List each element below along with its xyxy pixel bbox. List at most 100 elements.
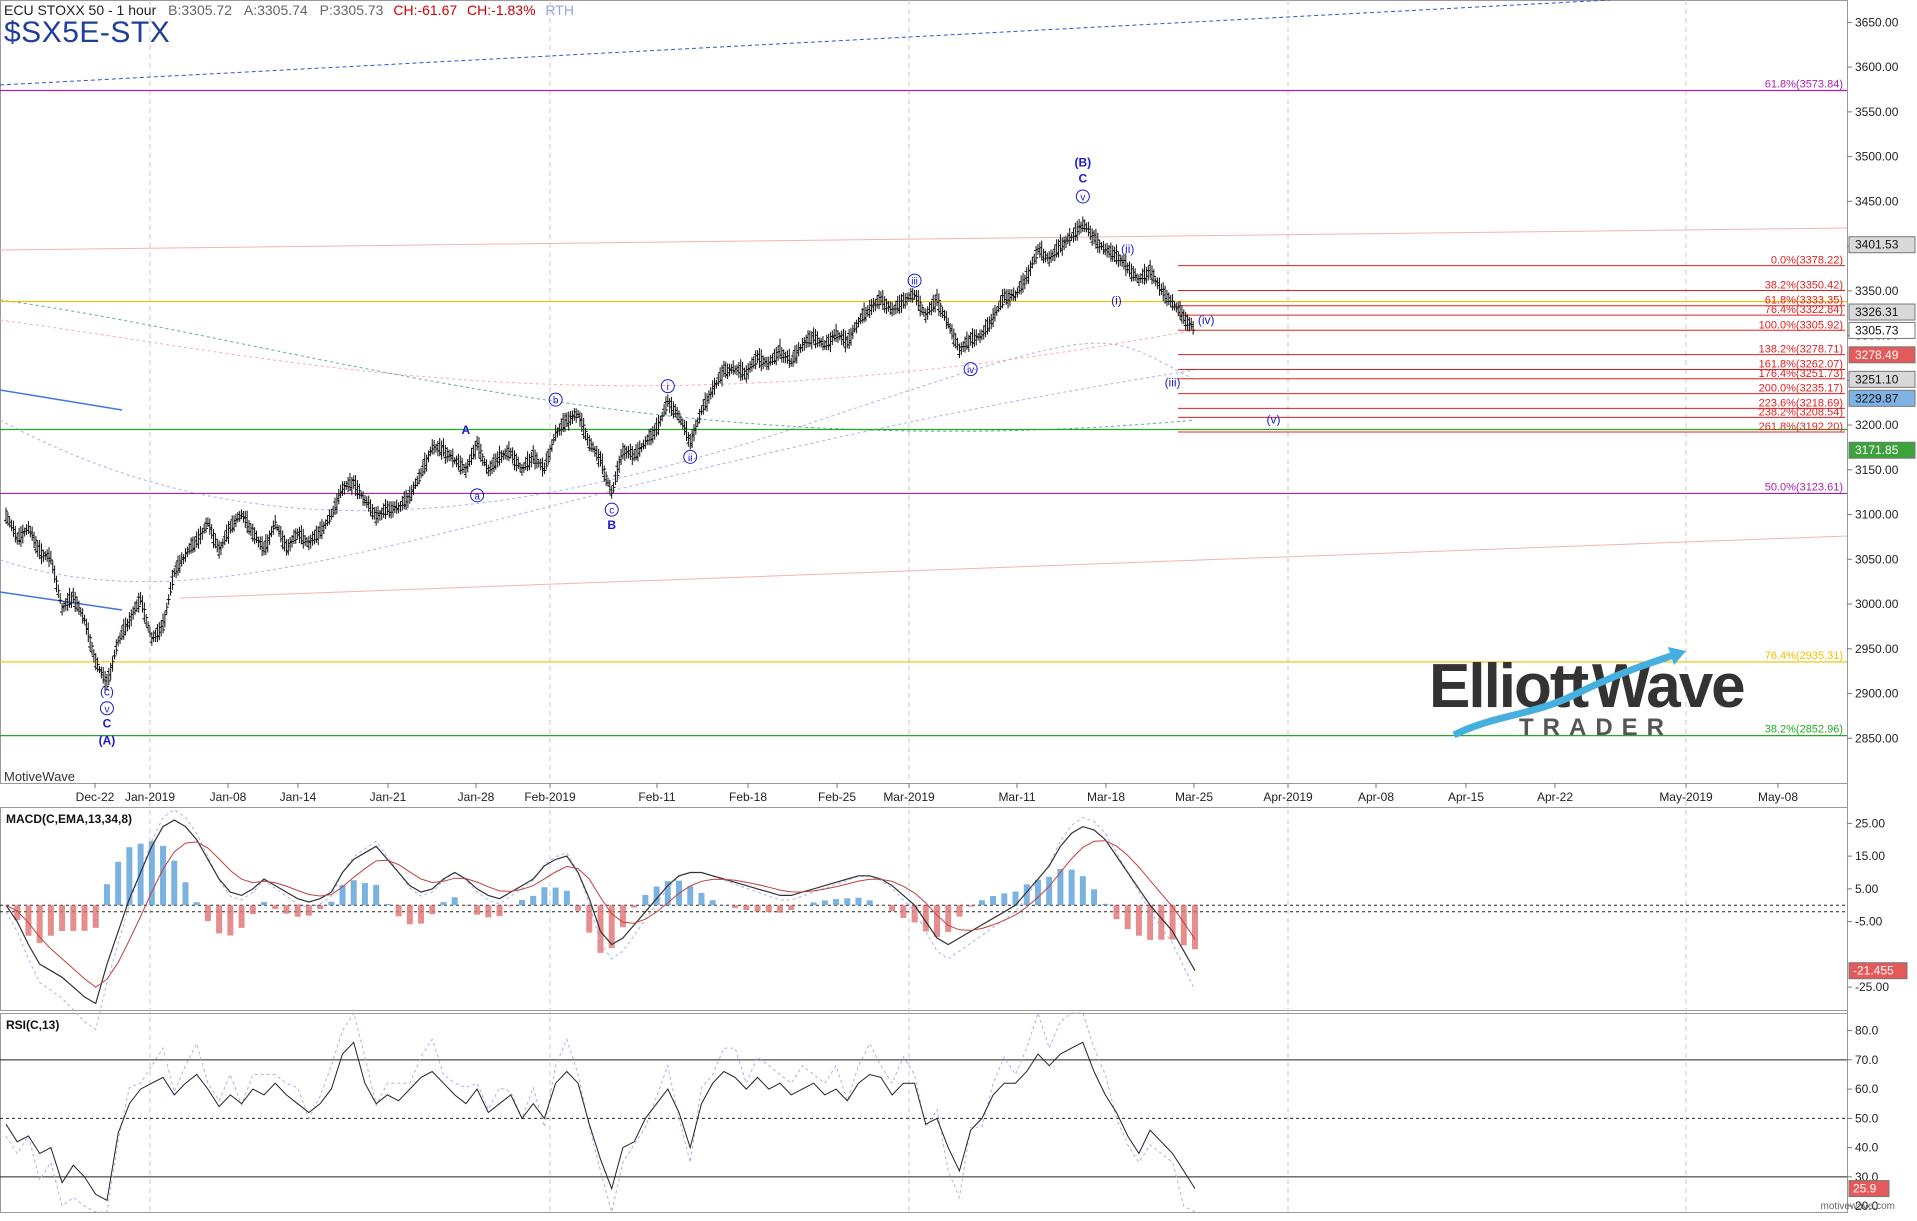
macd-histogram-bar: [564, 891, 570, 905]
x-tick-label: Mar-2019: [883, 790, 935, 804]
rsi-y-tick-label: 80.0: [1855, 1024, 1879, 1038]
macd-histogram-bar: [182, 882, 188, 905]
x-tick-label: Jan-08: [210, 790, 247, 804]
macd-histogram-bar: [440, 902, 446, 905]
price-badge: 3326.31: [1849, 304, 1915, 320]
platform-site: motivewave.com: [1821, 1201, 1895, 1212]
y-tick-label: 2850.00: [1855, 731, 1899, 745]
moving-average-green: [0, 300, 1195, 431]
macd-histogram-bar: [541, 887, 547, 905]
wave-label: (c): [100, 684, 114, 698]
macd-histogram-bar: [1046, 877, 1052, 905]
fib-level-label: 76.4%(2935.31): [1765, 650, 1843, 662]
price-badge-text: 3326.31: [1855, 305, 1899, 319]
x-tick-label: Apr-22: [1537, 790, 1573, 804]
fib-projection-label: 261.8%(3192.20): [1759, 421, 1843, 433]
macd-histogram-bar: [351, 880, 357, 905]
macd-y-tick-label: -25.00: [1855, 980, 1889, 994]
macd-histogram-bar: [407, 905, 413, 924]
wave-label: iii: [911, 277, 918, 288]
macd-histogram-bar: [900, 905, 906, 918]
macd-histogram-bar: [1147, 905, 1153, 940]
rsi-panel-frame: [1, 1014, 1848, 1213]
wave-label: (B): [1074, 155, 1091, 169]
macd-histogram-bar: [855, 898, 861, 906]
wave-label: A: [462, 423, 471, 437]
macd-y-tick-label: 25.00: [1855, 816, 1885, 830]
macd-histogram-bar: [272, 905, 278, 909]
x-tick-label: Mar-25: [1175, 790, 1213, 804]
x-tick-label: Mar-11: [998, 790, 1035, 804]
price-axis: 3650.003600.003550.003500.003450.003400.…: [1847, 15, 1915, 745]
macd-histogram-bar: [463, 905, 469, 906]
macd-histogram-bar: [474, 905, 480, 914]
macd-histogram-bar: [620, 905, 626, 927]
macd-histogram-bar: [844, 898, 850, 905]
macd-histogram-bar: [934, 905, 940, 937]
y-tick-label: 3350.00: [1855, 284, 1899, 298]
wave-label: b: [553, 396, 559, 407]
macd-histogram-bar: [216, 905, 222, 933]
macd-histogram-bar: [586, 905, 592, 932]
macd-histogram-bar: [766, 905, 772, 912]
rsi-panel: RSI(C,13)80.070.060.050.040.030.020.025.…: [0, 1013, 1889, 1213]
wave-label: ii: [688, 453, 692, 464]
wave-label: B: [607, 518, 616, 532]
y-tick-label: 3000.00: [1855, 597, 1899, 611]
price-bars: [4, 216, 1195, 690]
x-tick-label: Dec-22: [76, 790, 115, 804]
macd-histogram-bar: [317, 905, 323, 909]
macd-histogram-bar: [497, 905, 503, 916]
macd-histogram-bar: [519, 900, 525, 905]
macd-histogram-bar: [104, 884, 110, 905]
macd-histogram-bar: [1136, 905, 1142, 935]
macd-histogram-bar: [811, 902, 817, 905]
macd-histogram-bar: [373, 885, 379, 905]
wave-label: i: [667, 382, 669, 393]
price-badge: 3278.49: [1849, 347, 1915, 363]
y-tick-label: 3550.00: [1855, 105, 1899, 119]
macd-histogram-bar: [250, 905, 256, 914]
x-tick-label: Apr-2019: [1263, 790, 1313, 804]
macd-histogram-bar: [82, 905, 88, 931]
change-percent: CH:-1.83%: [467, 2, 535, 18]
macd-histogram-bar: [59, 905, 65, 931]
price-badge: 3401.53: [1849, 237, 1915, 253]
macd-histogram-bar: [968, 905, 974, 906]
macd-histogram-bar: [833, 899, 839, 905]
price-badge-text: 3171.85: [1855, 443, 1899, 457]
x-tick-label: Feb-18: [729, 790, 767, 804]
macd-histogram-bar: [508, 905, 514, 906]
macd-histogram-bar: [1069, 870, 1075, 906]
y-tick-label: 2950.00: [1855, 642, 1899, 656]
fib-level-label: 38.2%(2852.96): [1765, 724, 1843, 736]
macd-histogram-bar: [698, 893, 704, 905]
price-badge: 3251.10: [1849, 371, 1915, 387]
macd-histogram-bar: [396, 905, 402, 916]
session-toggle[interactable]: RTH: [545, 2, 574, 18]
macd-y-tick-label: 5.00: [1855, 882, 1879, 896]
fib-projection-label: 76.4%(3322.84): [1765, 304, 1843, 316]
wave-label: (iv): [1198, 313, 1215, 327]
macd-value-text: -21.455: [1853, 964, 1894, 978]
price-badge-text: 3251.10: [1855, 372, 1899, 386]
macd-histogram-bar: [115, 862, 121, 905]
macd-histogram-bar: [1158, 905, 1164, 939]
price-badge-text: 3401.53: [1855, 238, 1899, 252]
macd-histogram-bar: [261, 902, 267, 905]
fib-projection-label: 100.0%(3305.92): [1759, 319, 1843, 331]
macd-histogram-bar: [283, 905, 289, 913]
ask-price: A:3305.74: [244, 2, 308, 18]
indicator-overlays: [0, 0, 1847, 610]
macd-histogram-bar: [743, 905, 749, 910]
x-tick-label: Jan-28: [458, 790, 495, 804]
macd-histogram-bar: [889, 905, 895, 911]
y-tick-label: 3600.00: [1855, 60, 1899, 74]
macd-histogram-bar: [239, 905, 245, 928]
fib-projection-label: 0.0%(3378.22): [1771, 255, 1843, 267]
envelope-upper: [0, 370, 1195, 582]
macd-histogram-bar: [1125, 905, 1131, 929]
x-tick-label: May-08: [1758, 790, 1798, 804]
